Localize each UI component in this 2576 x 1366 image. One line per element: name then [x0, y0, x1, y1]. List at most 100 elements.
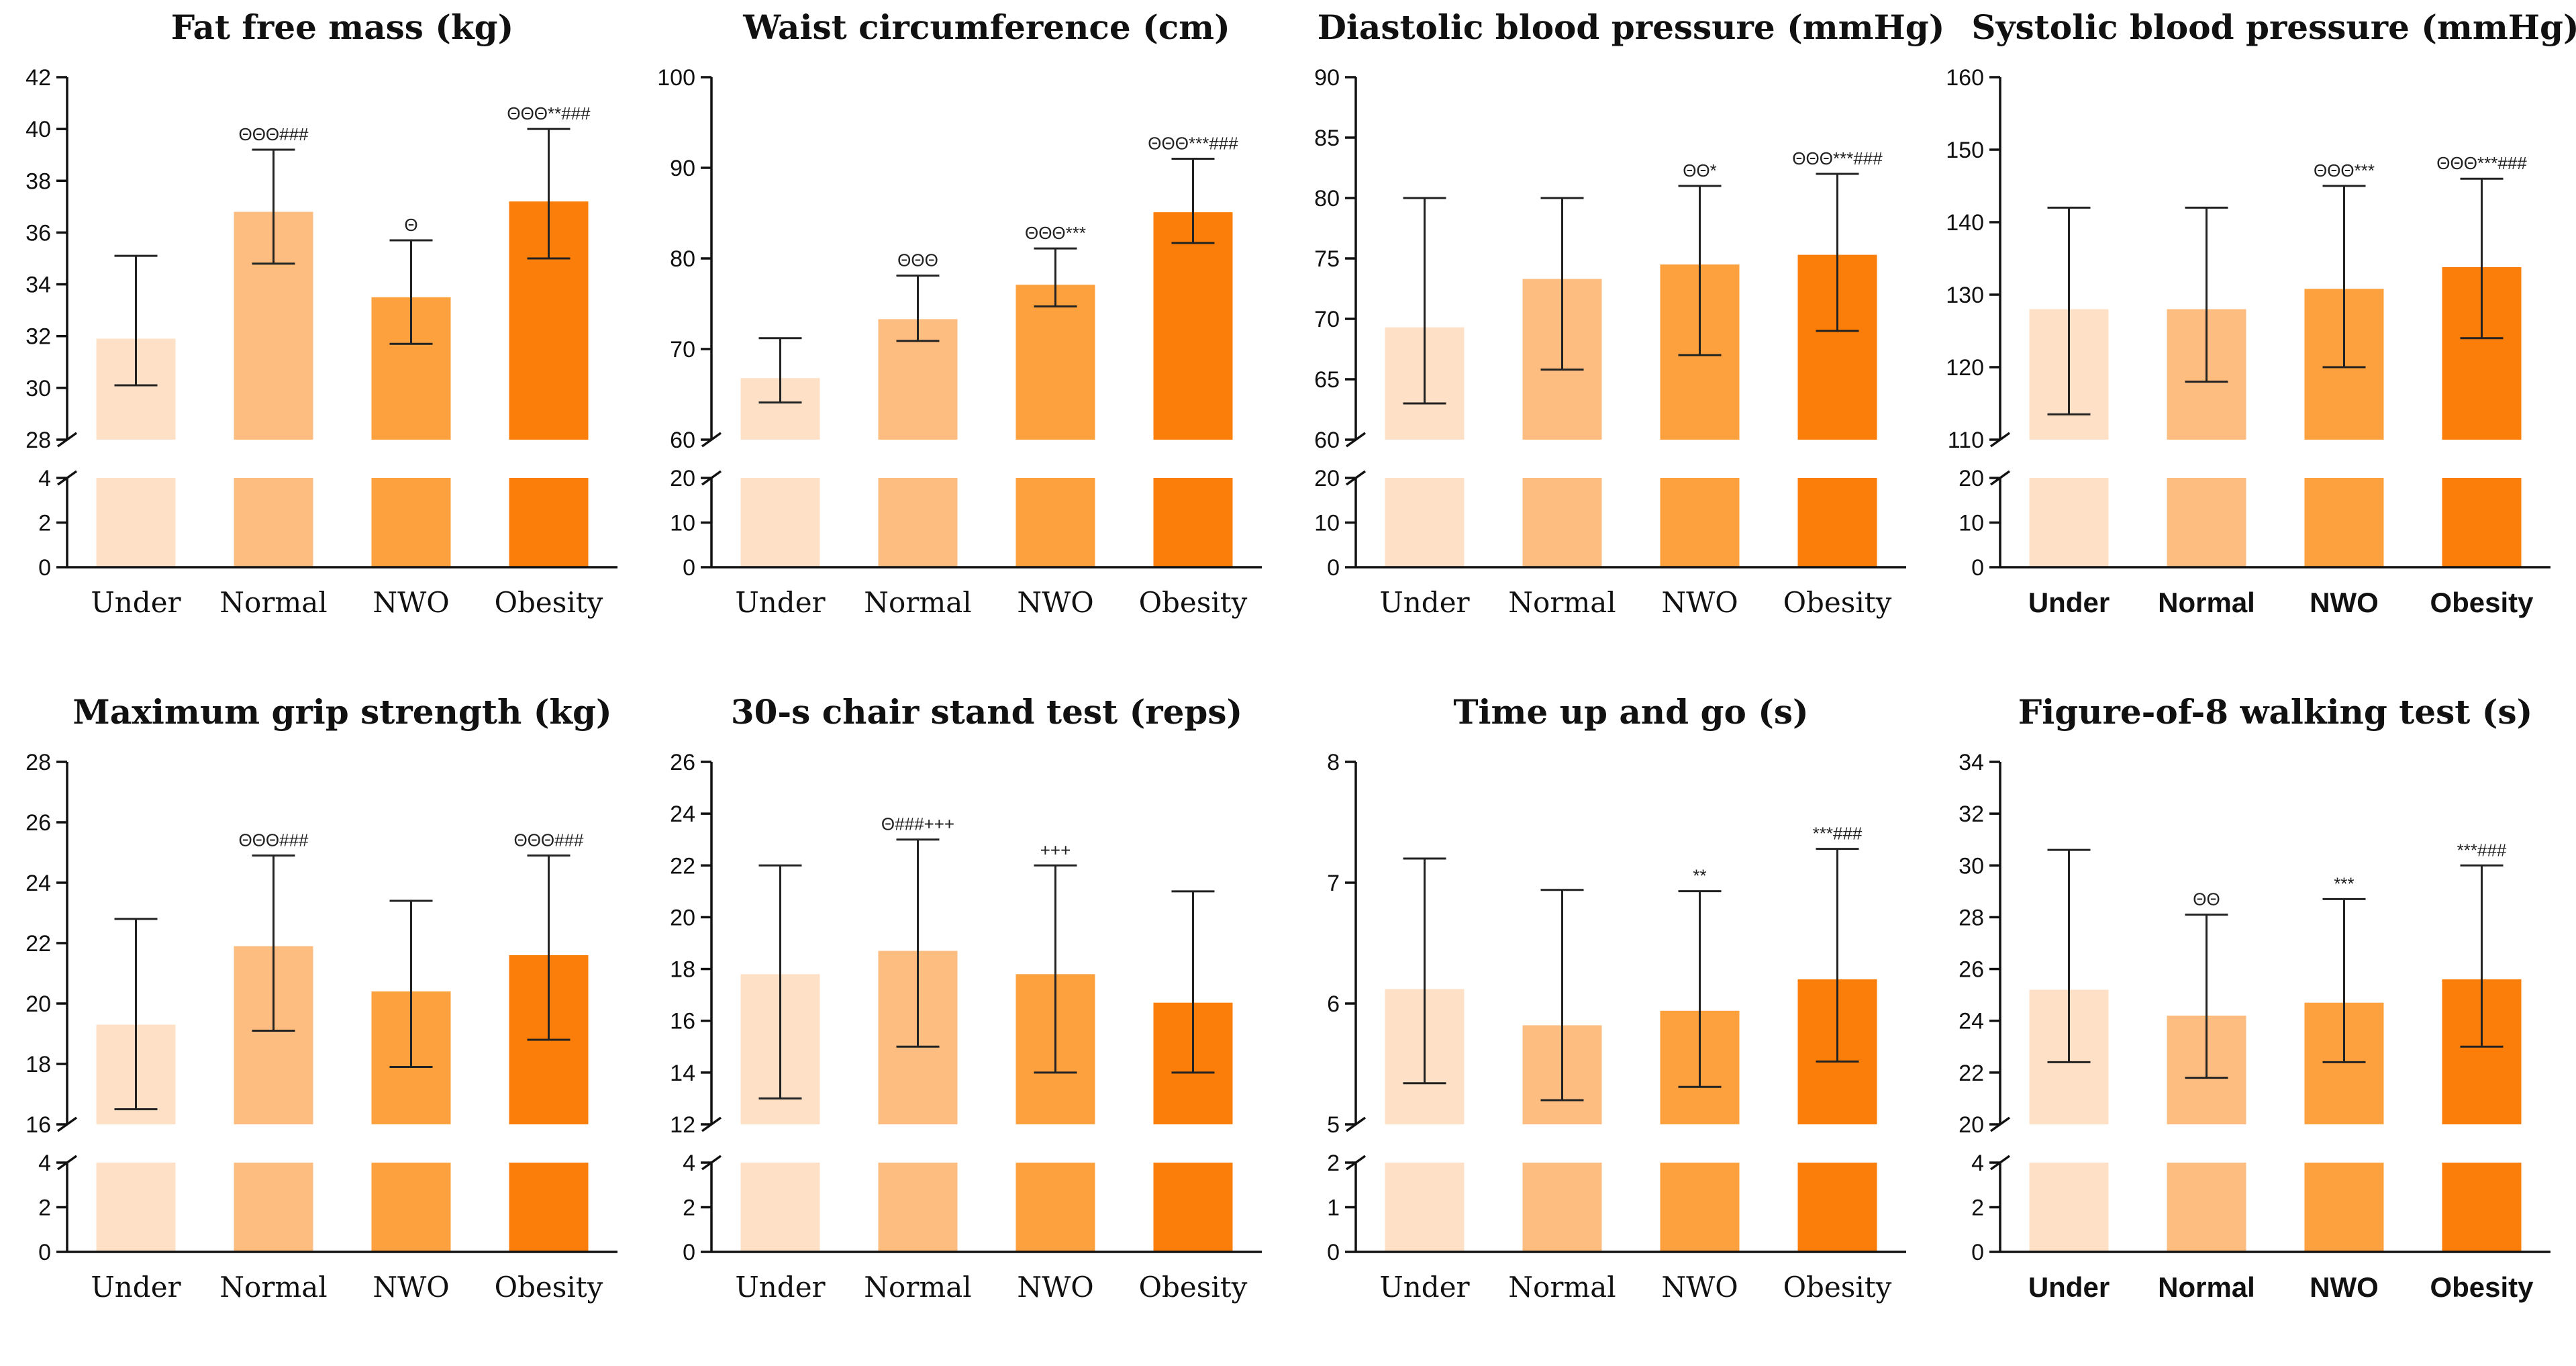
y-tick-label: 0 [1327, 1240, 1340, 1265]
y-tick-label: 0 [1327, 555, 1340, 581]
chart-panel-3: Diastolic blood pressure (mmHg) Under Norm… [1289, 0, 1944, 678]
y-tick-label: 42 [26, 65, 51, 91]
significance-label: ΘΘΘ### [238, 124, 309, 144]
error-bar-nwo [1034, 864, 1077, 1074]
y-tick-label: 70 [670, 337, 695, 362]
bar-lower-nwo [1015, 1163, 1095, 1252]
chart-title: Figure-of-8 walking test (s) [2018, 692, 2533, 732]
error-bar-under [1403, 197, 1446, 405]
chart-panel-8: Figure-of-8 walking test (s) Under ΘΘ Norma… [1933, 685, 2576, 1363]
category-label: NWO [373, 1271, 449, 1304]
y-tick-label: 0 [683, 1240, 695, 1265]
y-tick-label: 16 [670, 1009, 695, 1034]
y-tick-label: 14 [670, 1061, 695, 1086]
category-label: Obesity [495, 1271, 603, 1304]
y-tick-label: 28 [26, 750, 51, 775]
significance-label: +++ [1040, 840, 1071, 860]
y-tick-label: 12 [670, 1112, 695, 1138]
y-tick-label: 24 [1959, 1009, 1984, 1034]
error-bar-obesity [1171, 890, 1215, 1074]
chart-title: Maximum grip strength (kg) [72, 692, 611, 732]
y-tick-label: 8 [1327, 750, 1340, 775]
error-bar-nwo [2322, 897, 2366, 1063]
y-tick-label: 110 [1948, 428, 1984, 453]
error-bar-normal [1540, 197, 1584, 371]
significance-label: ΘΘ* [1683, 160, 1717, 181]
chart-svg: Waist circumference (cm) Under ΘΘΘ Normal ΘΘ… [657, 7, 1262, 619]
bar-lower-obesity [1797, 1163, 1877, 1252]
bar-lower-normal [878, 478, 958, 567]
y-tick-label: 16 [26, 1112, 51, 1138]
y-tick-label: 26 [670, 750, 695, 775]
significance-label: ***### [2457, 840, 2507, 860]
bar-lower-under [96, 478, 176, 567]
significance-label: *** [2334, 873, 2354, 893]
chart-title: Diastolic blood pressure (mmHg) [1318, 7, 1945, 47]
significance-label: ΘΘΘ***### [2436, 153, 2527, 173]
error-bar-nwo [1034, 247, 1077, 308]
y-tick-label: 0 [1971, 555, 1984, 581]
y-tick-label: 4 [38, 1151, 51, 1176]
bar-lower-under [1385, 1163, 1465, 1252]
chart-svg: Diastolic blood pressure (mmHg) Under Norm… [1314, 7, 1944, 619]
error-bar-normal [896, 838, 940, 1048]
bar-lower-under [2029, 1163, 2109, 1252]
y-tick-label: 160 [1946, 65, 1984, 91]
category-label: Under [735, 1271, 826, 1304]
y-tick-label: 4 [1971, 1151, 1984, 1176]
y-tick-label: 120 [1946, 355, 1984, 381]
y-tick-label: 130 [1946, 283, 1984, 308]
bar-lower-normal [2167, 1163, 2246, 1252]
y-tick-label: 4 [38, 466, 51, 491]
error-bar-normal [2185, 914, 2228, 1079]
significance-label: ΘΘΘ### [513, 830, 584, 850]
error-bar-obesity [1816, 848, 1859, 1063]
error-bar-under [114, 918, 158, 1110]
bar-lower-normal [1522, 1163, 1602, 1252]
y-tick-label: 10 [670, 511, 695, 536]
chart-panel-7: Time up and go (s) Under Normal ** NWO ***###… [1289, 685, 1932, 1363]
category-label: NWO [2310, 587, 2379, 618]
significance-label: ***### [1813, 824, 1863, 844]
category-label: NWO [2310, 1271, 2379, 1303]
category-label: Obesity [2430, 587, 2534, 618]
y-tick-label: 2 [683, 1196, 695, 1221]
significance-label: ΘΘΘ***### [1148, 134, 1238, 154]
significance-label: ΘΘΘ [897, 250, 938, 271]
y-tick-label: 0 [38, 1240, 51, 1265]
y-tick-label: 40 [26, 117, 51, 142]
chart-svg: 30-s chair stand test (reps) Under Θ###+++… [670, 692, 1262, 1304]
bar-lower-normal [234, 478, 313, 567]
category-label: NWO [1661, 1271, 1738, 1304]
chart-title: Fat free mass (kg) [171, 7, 513, 47]
category-label: Normal [864, 586, 971, 619]
error-bar-under [758, 337, 802, 404]
y-tick-label: 70 [1314, 307, 1340, 332]
error-bar-nwo [1678, 185, 1722, 356]
y-tick-label: 22 [26, 931, 51, 957]
bar-lower-obesity [2442, 478, 2522, 567]
chart-svg: Figure-of-8 walking test (s) Under ΘΘ Norma… [1959, 692, 2550, 1303]
y-tick-label: 22 [1959, 1061, 1984, 1086]
significance-label: ΘΘΘ### [238, 830, 309, 850]
chart-panel-5: Maximum grip strength (kg) Under ΘΘΘ### Nor… [0, 685, 643, 1363]
category-label: Normal [219, 586, 327, 619]
y-tick-label: 18 [670, 957, 695, 983]
bar-lower-normal [234, 1163, 313, 1252]
significance-label: ΘΘ [2193, 889, 2220, 910]
y-tick-label: 30 [1959, 853, 1984, 879]
chart-panel-4: Systolic blood pressure (mmHg) Under Norma… [1933, 0, 2576, 678]
category-label: Obesity [1783, 1271, 1892, 1304]
y-tick-label: 80 [1314, 186, 1340, 211]
chart-panel-6: 30-s chair stand test (reps) Under Θ###+++… [644, 685, 1287, 1363]
bar-lower-normal [878, 1163, 958, 1252]
y-tick-label: 80 [670, 246, 695, 272]
bar-lower-obesity [1797, 478, 1877, 567]
error-bar-normal [252, 855, 295, 1032]
bar-lower-under [96, 1163, 176, 1252]
chart-svg: Time up and go (s) Under Normal ** NWO ***###… [1327, 692, 1906, 1304]
category-label: Normal [1508, 586, 1616, 619]
y-tick-label: 32 [26, 324, 51, 350]
y-tick-label: 6 [1327, 991, 1340, 1017]
